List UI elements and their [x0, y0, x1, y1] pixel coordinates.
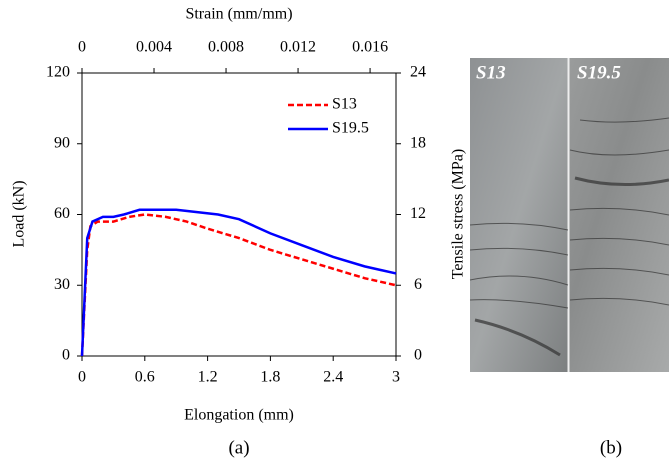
x-axis-label: Elongation (mm) [184, 407, 294, 424]
x-tick-label: 0.6 [135, 369, 155, 386]
x-tick-label: 3 [392, 369, 400, 386]
y2-tick-label: 18 [410, 134, 426, 151]
photo-label: S13 [476, 62, 506, 83]
y2-axis-label: Tensile stress (MPa) [450, 149, 467, 279]
photo-label: S19.5 [577, 62, 621, 83]
x2-tick-label: 0.008 [208, 39, 244, 56]
series-line [80, 213, 397, 357]
y-tick-label: 0 [62, 347, 70, 364]
y-tick-label: 120 [46, 64, 70, 81]
legend-label: S19.5 [332, 120, 369, 137]
series-line [80, 208, 397, 357]
x-tick-label: 1.2 [198, 369, 218, 386]
y2-tick-label: 12 [410, 205, 426, 222]
x-tick-label: 1.8 [260, 369, 280, 386]
y-axis-label: Load (kN) [11, 180, 28, 247]
legend-label: S13 [332, 96, 357, 113]
y2-tick-label: 6 [414, 276, 422, 293]
y-tick-label: 30 [54, 276, 70, 293]
x2-tick-label: 0.016 [352, 39, 388, 56]
x2-axis-label: Strain (mm/mm) [185, 6, 292, 23]
x-tick-label: 2.4 [323, 369, 343, 386]
x2-tick-label: 0 [78, 39, 86, 56]
y-tick-label: 90 [54, 134, 70, 151]
panel-label: (a) [228, 437, 249, 458]
y2-tick-label: 0 [414, 347, 422, 364]
y-tick-label: 60 [54, 205, 70, 222]
x2-tick-label: 0.012 [280, 39, 316, 56]
x2-tick-label: 0.004 [136, 39, 172, 56]
plot-frame [81, 72, 397, 357]
y2-tick-label: 24 [410, 64, 426, 81]
panel-label: (b) [600, 437, 622, 458]
photo [469, 58, 669, 372]
x-tick-label: 0 [78, 369, 86, 386]
